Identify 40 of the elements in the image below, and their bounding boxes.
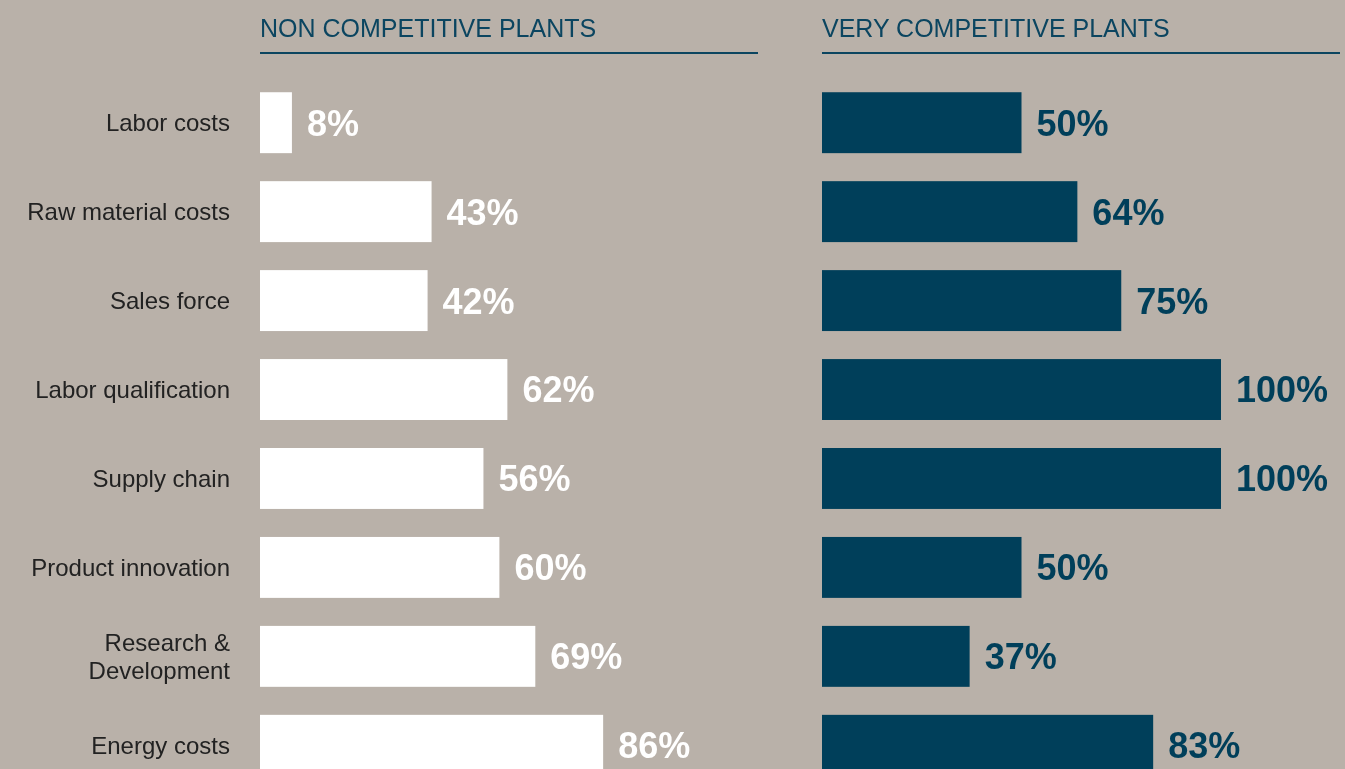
chart-title: NON COMPETITIVE PLANTS [260,14,597,42]
bar [822,536,1022,598]
data-label: 69% [550,636,623,678]
y-tick-label: Energy costs [91,731,230,759]
bar [822,181,1078,243]
bar [260,181,432,243]
bar [260,359,508,420]
y-tick-label: Labor qualification [35,376,230,404]
bar [822,92,1022,154]
bar [822,625,970,687]
chart-title: VERY COMPETITIVE PLANTS [822,14,1170,42]
data-label: 83% [1168,725,1241,767]
y-tick-label: Sales force [109,287,230,315]
data-label: 62% [522,369,595,411]
data-label: 37% [984,636,1057,678]
data-label: 100% [1236,369,1329,411]
data-label: 64% [1092,191,1165,233]
data-label: 56% [498,458,571,500]
bar [822,448,1221,509]
bar [260,448,484,509]
y-tick-label: Labor costs [105,109,230,137]
bar [260,625,536,687]
data-label: 60% [514,547,587,589]
data-label: 8% [306,102,359,144]
bar [260,270,428,332]
data-label: 100% [1236,458,1329,500]
data-label: 43% [446,191,519,233]
bar [822,270,1122,332]
y-tick-label: Raw material costs [27,198,230,226]
y-tick-label: Product innovation [31,554,230,582]
data-label: 86% [618,725,691,767]
bar [822,359,1221,420]
data-label: 42% [442,280,515,322]
y-tick-label: Supply chain [92,465,230,493]
bar [260,92,292,154]
data-label: 50% [1036,547,1109,589]
data-label: 75% [1136,280,1209,322]
data-label: 50% [1036,102,1109,144]
y-tick-label: Research & Development [88,628,231,685]
bar [260,536,500,598]
